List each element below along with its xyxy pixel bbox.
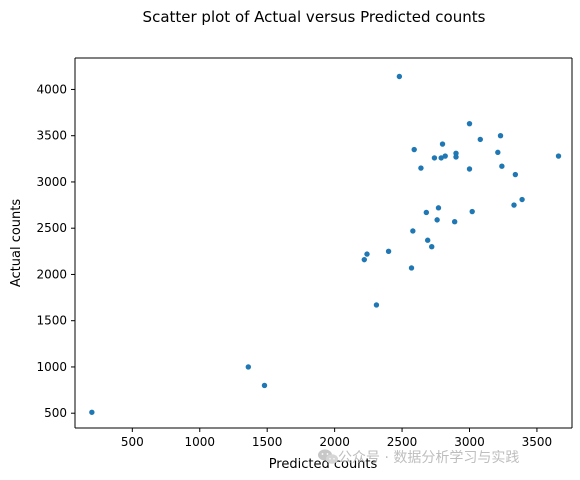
- scatter-point: [429, 244, 435, 250]
- axes-layer: [74, 57, 573, 429]
- scatter-point: [424, 237, 431, 243]
- scatter-point: [410, 228, 416, 234]
- scatter-point: [466, 120, 473, 127]
- scatter-point: [385, 248, 392, 255]
- scatter-point: [477, 136, 483, 143]
- scatter-point: [411, 146, 417, 153]
- wechat-icon: [318, 449, 338, 464]
- scatter-point: [499, 163, 505, 169]
- scatter-points-layer: [89, 73, 562, 415]
- ticks-layer: 500 1000 1500 2000 2500 3000 3500 500 1000 1500 20…: [36, 82, 552, 449]
- x-tick-label: 3000: [454, 435, 485, 449]
- scatter-point: [497, 133, 504, 139]
- scatter-point: [361, 256, 367, 263]
- x-tick-label: 2500: [387, 435, 418, 449]
- scatter-point: [396, 73, 403, 80]
- scatter-point: [469, 208, 475, 215]
- scatter-point: [261, 382, 268, 389]
- scatter-point: [364, 251, 370, 257]
- watermark: 公众号 · 数据分析学习与实践: [318, 449, 519, 466]
- scatter-point: [555, 153, 562, 159]
- scatter-point: [373, 302, 380, 308]
- scatter-point: [511, 202, 517, 208]
- x-axis-label: Predicted counts: [269, 457, 378, 472]
- scatter-point: [438, 155, 444, 161]
- y-tick-label: 1500: [36, 314, 67, 328]
- x-tick-label: 2000: [319, 435, 350, 449]
- scatter-point: [423, 209, 430, 216]
- y-tick-label: 3500: [36, 129, 67, 143]
- x-tick-label: 1500: [252, 435, 283, 449]
- scatter-point: [431, 155, 438, 161]
- y-axis-label: Actual counts: [9, 199, 24, 288]
- scatter-point: [466, 166, 473, 172]
- plot-area: [75, 58, 572, 428]
- scatter-point: [453, 150, 459, 156]
- x-tick-label: 1000: [184, 435, 215, 449]
- scatter-point: [453, 154, 459, 160]
- watermark-text: 公众号 · 数据分析学习与实践: [338, 450, 519, 466]
- chart-title: Scatter plot of Actual versus Predicted …: [143, 8, 486, 26]
- scatter-point: [495, 149, 501, 156]
- scatter-point: [418, 165, 424, 171]
- x-tick-label: 500: [121, 435, 144, 449]
- y-tick-label: 2500: [36, 221, 67, 235]
- scatter-point: [442, 153, 448, 159]
- scatter-point: [245, 364, 252, 370]
- scatter-point: [89, 409, 95, 415]
- x-tick-label: 3500: [522, 435, 553, 449]
- y-tick-label: 500: [44, 406, 67, 420]
- scatter-point: [439, 141, 446, 147]
- scatter-point: [519, 196, 525, 203]
- y-tick-label: 2000: [36, 267, 67, 281]
- y-tick-label: 4000: [36, 82, 67, 96]
- scatter-point: [435, 205, 442, 211]
- scatter-point: [451, 219, 458, 225]
- scatter-point: [512, 171, 519, 178]
- y-tick-label: 1000: [36, 360, 67, 374]
- scatter-point: [408, 265, 415, 271]
- y-tick-label: 3000: [36, 175, 67, 189]
- scatter-point: [434, 217, 440, 223]
